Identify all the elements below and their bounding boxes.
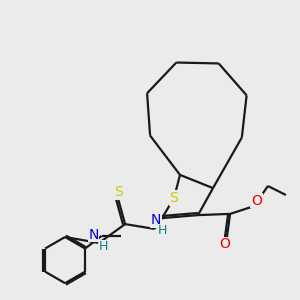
Text: O: O xyxy=(251,194,262,208)
Text: N: N xyxy=(151,214,161,227)
Text: S: S xyxy=(114,185,123,199)
Text: O: O xyxy=(220,238,230,251)
Text: S: S xyxy=(169,191,178,205)
Text: N: N xyxy=(88,228,99,242)
Text: H: H xyxy=(99,240,108,254)
Text: H: H xyxy=(158,224,168,238)
